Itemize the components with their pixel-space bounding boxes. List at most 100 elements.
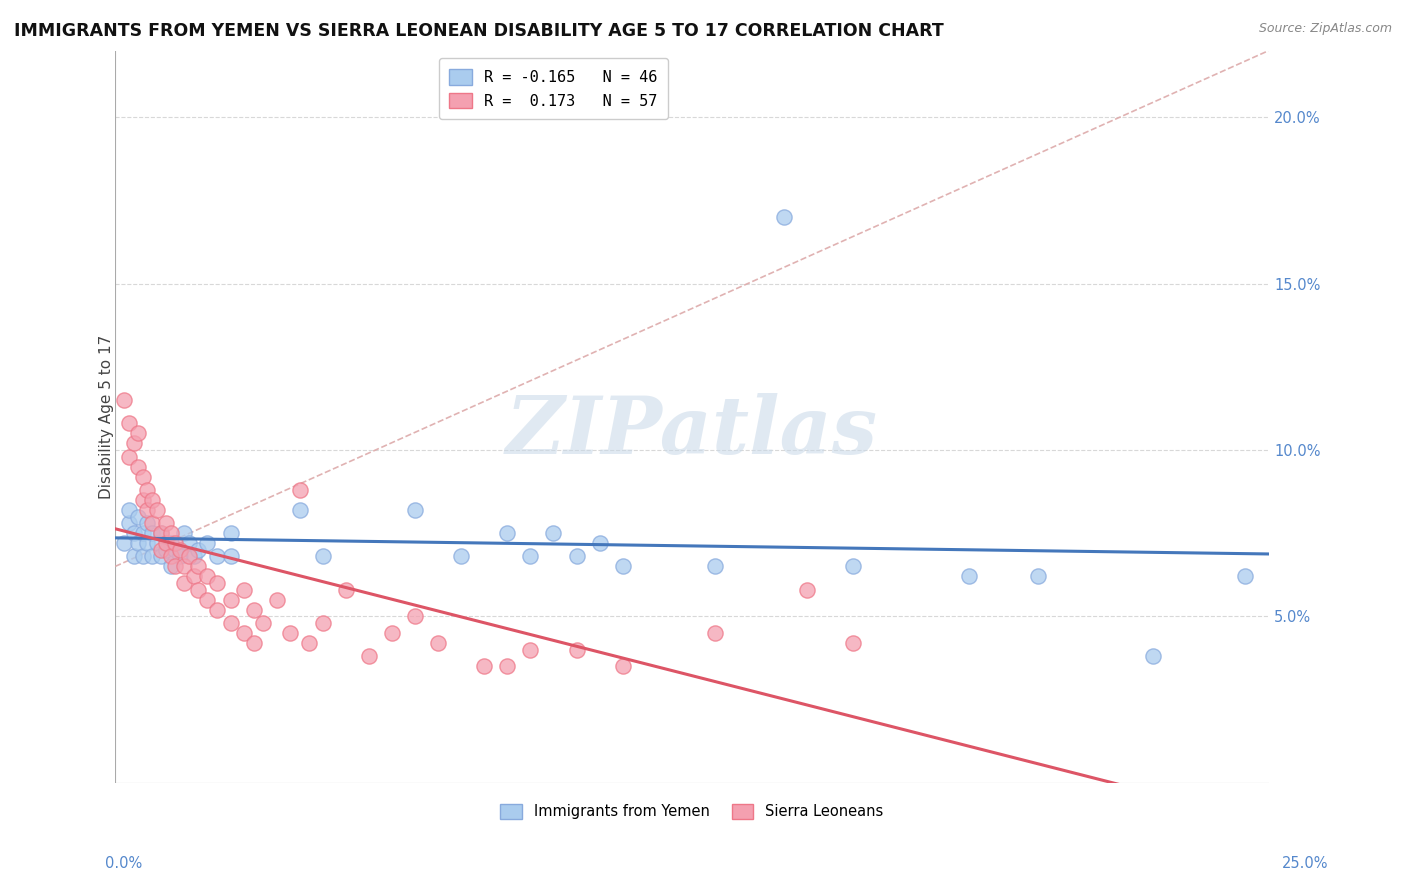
Point [242,636,264,650]
Point [197,536,219,550]
Point [127,459,149,474]
Point [159,549,181,564]
Point [177,536,200,550]
Point [118,516,141,531]
Point [219,549,242,564]
Point [472,659,495,673]
Point [187,559,209,574]
Point [132,526,155,541]
Point [173,576,195,591]
Point [335,582,357,597]
Point [127,509,149,524]
Point [150,526,173,541]
Point [136,536,159,550]
Point [357,649,380,664]
Point [842,636,865,650]
Point [957,569,980,583]
Point [233,582,256,597]
Point [796,582,818,597]
Point [612,659,634,673]
Point [112,392,135,407]
Point [132,549,155,564]
Point [233,626,256,640]
Point [219,615,242,630]
Point [136,483,159,497]
Point [404,609,426,624]
Point [588,536,610,550]
Point [205,602,228,616]
Text: 0.0%: 0.0% [105,856,142,871]
Point [242,602,264,616]
Point [112,536,135,550]
Point [197,569,219,583]
Text: ZIPatlas: ZIPatlas [506,392,877,470]
Point [187,582,209,597]
Point [288,483,311,497]
Point [519,549,541,564]
Point [543,526,565,541]
Point [132,469,155,483]
Point [165,559,187,574]
Point [496,659,519,673]
Text: 25.0%: 25.0% [1282,856,1329,871]
Point [842,559,865,574]
Point [219,592,242,607]
Point [173,526,195,541]
Point [187,542,209,557]
Point [141,549,163,564]
Point [169,542,191,557]
Point [155,516,177,531]
Point [496,526,519,541]
Point [127,426,149,441]
Point [1234,569,1257,583]
Text: Source: ZipAtlas.com: Source: ZipAtlas.com [1258,22,1392,36]
Point [169,549,191,564]
Y-axis label: Disability Age 5 to 17: Disability Age 5 to 17 [100,334,114,499]
Point [183,569,205,583]
Point [703,626,725,640]
Point [565,642,588,657]
Point [177,549,200,564]
Point [197,592,219,607]
Point [145,536,167,550]
Point [122,526,145,541]
Point [122,436,145,450]
Point [565,549,588,564]
Point [288,503,311,517]
Point [612,559,634,574]
Point [165,542,187,557]
Point [173,559,195,574]
Point [298,636,321,650]
Point [450,549,472,564]
Point [159,526,181,541]
Text: IMMIGRANTS FROM YEMEN VS SIERRA LEONEAN DISABILITY AGE 5 TO 17 CORRELATION CHART: IMMIGRANTS FROM YEMEN VS SIERRA LEONEAN … [14,22,943,40]
Point [118,503,141,517]
Point [122,549,145,564]
Point [155,536,177,550]
Point [150,542,173,557]
Point [127,536,149,550]
Point [150,549,173,564]
Point [205,576,228,591]
Point [118,417,141,431]
Point [132,492,155,507]
Point [159,536,181,550]
Point [266,592,288,607]
Point [312,615,335,630]
Point [141,526,163,541]
Point [404,503,426,517]
Point [136,503,159,517]
Point [141,516,163,531]
Point [1142,649,1164,664]
Point [150,526,173,541]
Point [136,516,159,531]
Point [205,549,228,564]
Point [280,626,302,640]
Point [165,536,187,550]
Legend: Immigrants from Yemen, Sierra Leoneans: Immigrants from Yemen, Sierra Leoneans [494,797,890,827]
Point [219,526,242,541]
Point [773,210,796,224]
Point [381,626,404,640]
Point [519,642,541,657]
Point [159,559,181,574]
